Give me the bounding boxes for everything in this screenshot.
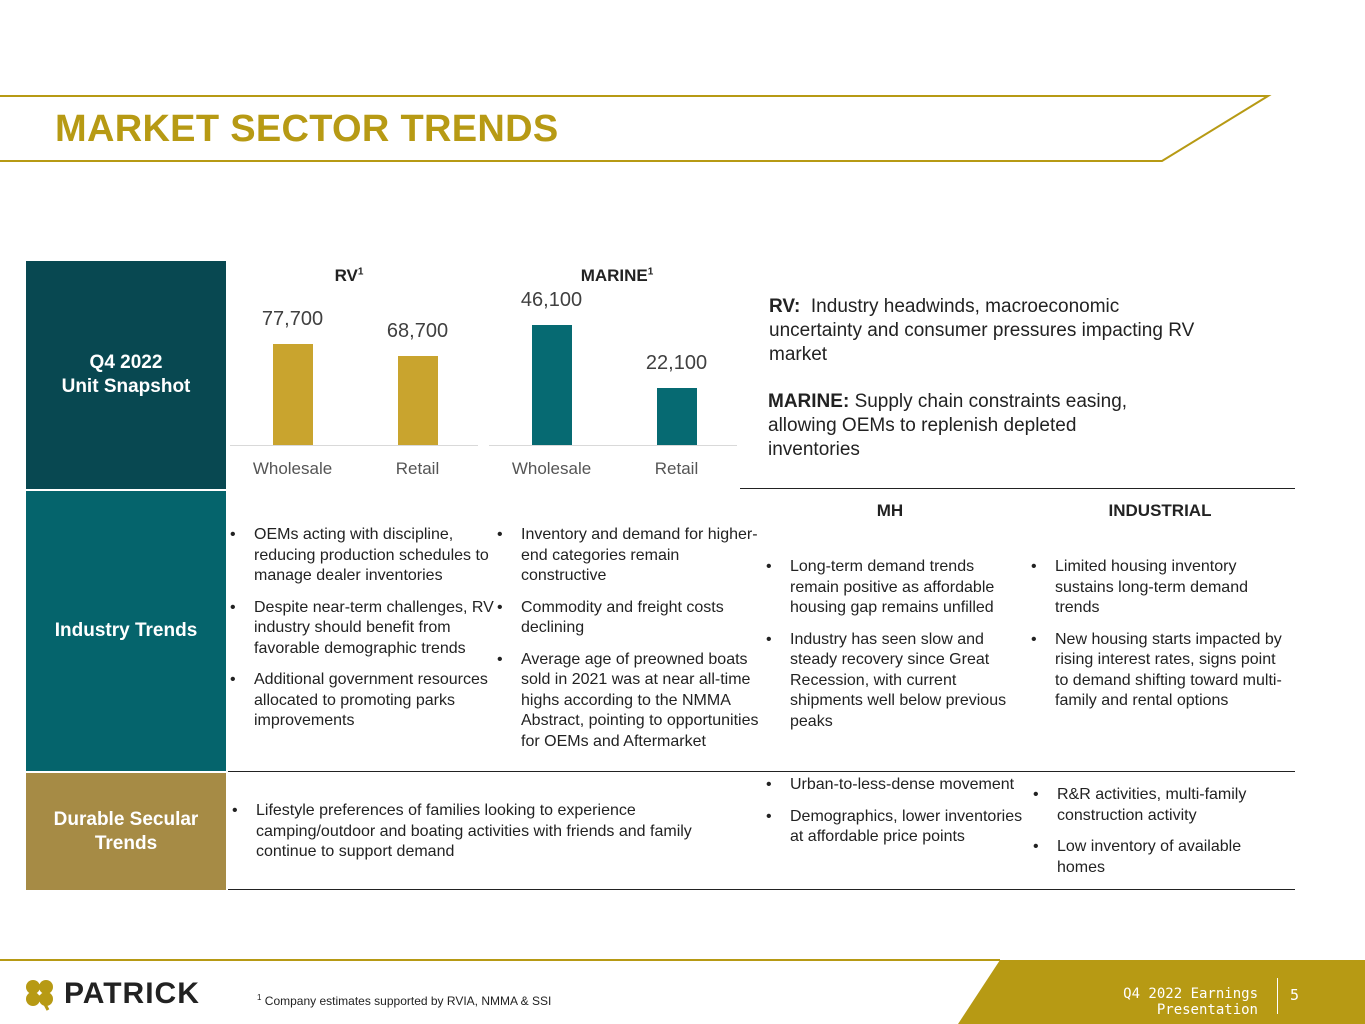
footnote: 1 Company estimates supported by RVIA, N… [257,993,551,1008]
divider-snapshot-bottom [740,488,1295,489]
list-item: Inventory and demand for higher-end cate… [495,525,760,587]
rv-bar-wholesale [272,343,313,445]
industrial-column-header: INDUSTRIAL [1108,501,1212,520]
durable-label-line2: Trends [94,832,158,854]
rv-x-axis [230,445,478,446]
rv-category-label: Retail [395,459,440,478]
marine-chart: 46,100 Wholesale 22,100 Retail [489,289,739,490]
list-item: Despite near-term challenges, RV industr… [228,598,496,660]
list-item: R&R activities, multi-family constructio… [1031,785,1293,826]
rv-commentary-text: Industry headwinds, macroeconomic uncert… [769,296,1195,365]
rv-value-label: 68,700 [386,319,449,342]
list-item: Long-term demand trends remain positive … [764,557,1026,619]
rv-bar-retail [397,355,438,445]
footnote-text: Company estimates supported by RVIA, NMM… [264,994,552,1008]
divider-trends-bottom [228,771,1295,772]
mh-column-header: MH [876,501,904,520]
rv-chart-title-sup: 1 [357,266,364,278]
snapshot-label-line1: Q4 2022 [89,352,163,373]
marine-value-label: 22,100 [645,351,708,374]
list-item: Urban-to-less-dense movement [764,775,1026,796]
durable-industrial-list: R&R activities, multi-family constructio… [1031,785,1293,889]
marine-commentary: MARINE: Supply chain constraints easing,… [768,390,1168,462]
durable-mh-list: Urban-to-less-dense movement Demographic… [764,775,1026,859]
marine-chart-title-sup: 1 [647,266,654,278]
durable-label-line1: Durable Secular [53,808,199,830]
marine-x-axis [489,445,737,446]
snapshot-row-label: Q4 2022 Unit Snapshot [26,261,226,489]
snapshot-label-line2: Unit Snapshot [61,376,191,397]
rv-chart: 77,700 Wholesale 68,700 Retail [230,290,480,490]
marine-chart-title: MARINE1 [547,266,687,286]
list-item: Industry has seen slow and steady recove… [764,630,1026,733]
marine-trends-list: Inventory and demand for higher-end cate… [495,525,760,763]
patrick-logo-text: PATRICK [64,977,200,1010]
industrial-trends-list: Limited housing inventory sustains long-… [1029,557,1291,723]
divider-durable-bottom [228,889,1295,890]
footer-frame [0,959,1365,1024]
marine-commentary-label: MARINE: [768,391,850,412]
rv-commentary-label: RV: [769,296,801,317]
list-item: Additional government resources allocate… [228,670,496,732]
page-title: MARKET SECTOR TRENDS [55,108,559,150]
rv-trends-list: OEMs acting with discipline, reducing pr… [228,525,496,743]
footer-divider [1277,978,1278,1014]
list-item: Demographics, lower inventories at affor… [764,807,1026,848]
marine-chart-title-text: MARINE [580,266,648,285]
rv-chart-title: RV1 [279,266,419,286]
list-item: Average age of preowned boats sold in 20… [495,650,760,753]
mh-trends-list: Long-term demand trends remain positive … [764,557,1026,743]
list-item: OEMs acting with discipline, reducing pr… [228,525,496,587]
industry-trends-row-label: Industry Trends [26,491,226,771]
durable-trends-row-label: Durable Secular Trends [26,773,226,890]
industry-trends-label: Industry Trends [54,620,198,641]
marine-value-label: 46,100 [520,289,583,312]
rv-value-label: 77,700 [261,307,324,330]
list-item: Commodity and freight costs declining [495,598,760,639]
header-frame [0,95,1272,162]
marine-category-label: Wholesale [511,459,592,478]
rv-commentary: RV: Industry headwinds, macroeconomic un… [769,295,1199,367]
footnote-sup: 1 [257,993,262,1002]
presentation-name: Q4 2022 Earnings Presentation [1123,986,1258,1018]
rv-category-label: Wholesale [252,459,333,478]
page-number: 5 [1290,986,1300,1004]
rv-chart-title-text: RV [334,266,358,285]
marine-bar-wholesale [531,325,572,445]
durable-rv-marine-list: Lifestyle preferences of families lookin… [230,801,730,874]
list-item: Lifestyle preferences of families lookin… [230,801,730,863]
clover-logo-icon [26,980,53,1011]
list-item: Limited housing inventory sustains long-… [1029,557,1291,619]
marine-bar-retail [656,387,697,445]
list-item: New housing starts impacted by rising in… [1029,630,1291,712]
marine-commentary-text: Supply chain constraints easing, allowin… [768,391,1128,460]
list-item: Low inventory of available homes [1031,837,1293,878]
marine-category-label: Retail [654,459,699,478]
